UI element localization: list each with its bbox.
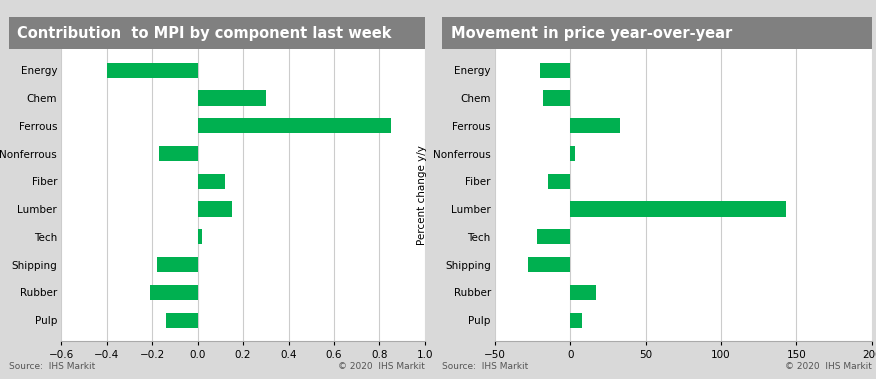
Text: Source:  IHS Markit: Source: IHS Markit (9, 362, 95, 371)
Bar (570, 146, 575, 161)
Bar (198, 229, 202, 244)
Text: © 2020  IHS Markit: © 2020 IHS Markit (338, 362, 425, 371)
Text: © 2020  IHS Markit: © 2020 IHS Markit (785, 362, 872, 371)
Bar (570, 313, 583, 328)
Bar (548, 174, 570, 189)
Text: Source:  IHS Markit: Source: IHS Markit (442, 362, 528, 371)
Bar (157, 257, 198, 272)
Bar (107, 63, 198, 78)
Bar (570, 201, 786, 217)
Bar (543, 90, 570, 106)
Bar (198, 174, 225, 189)
Bar (198, 90, 265, 106)
Bar (570, 285, 596, 300)
Bar (528, 257, 570, 272)
Text: Contribution  to MPI by component last week: Contribution to MPI by component last we… (18, 26, 392, 41)
Text: Movement in price year-over-year: Movement in price year-over-year (451, 26, 732, 41)
Bar (540, 63, 570, 78)
Bar (150, 285, 198, 300)
Bar (570, 118, 620, 133)
Bar (198, 118, 391, 133)
Bar (166, 313, 198, 328)
Bar (537, 229, 570, 244)
Bar (159, 146, 198, 161)
Bar (198, 201, 232, 217)
Y-axis label: Percent change y/y: Percent change y/y (418, 145, 427, 245)
